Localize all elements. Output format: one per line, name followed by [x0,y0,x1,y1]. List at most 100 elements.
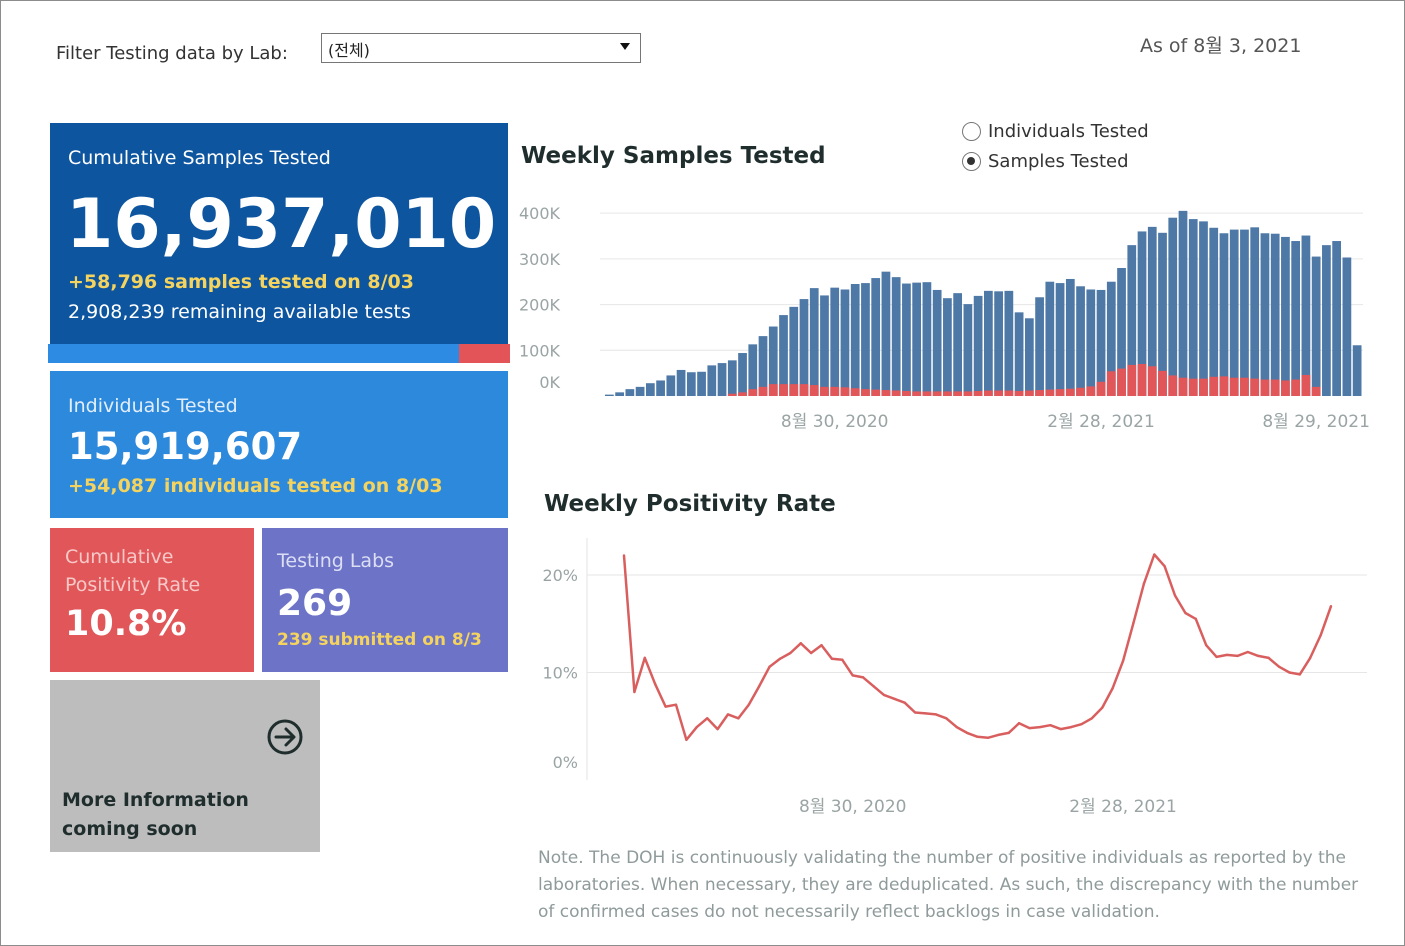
positivity-point[interactable] [789,651,792,655]
samples-bar[interactable] [953,293,963,396]
positive-bar[interactable] [1311,386,1321,396]
samples-bar[interactable] [943,298,952,396]
samples-bar[interactable] [779,315,788,396]
positivity-point[interactable] [1319,634,1322,637]
samples-bar[interactable] [1045,281,1055,396]
samples-bar[interactable] [1147,226,1157,396]
positive-bar[interactable] [727,393,737,396]
positivity-point[interactable] [934,713,938,716]
samples-bar[interactable] [984,290,993,396]
samples-bar[interactable] [645,383,655,396]
positivity-point[interactable] [830,657,834,661]
positive-bar[interactable] [1035,390,1044,396]
positive-bar[interactable] [768,384,778,396]
positivity-point[interactable] [1194,617,1198,621]
positivity-point[interactable] [1059,727,1062,731]
samples-bar[interactable] [830,287,840,396]
samples-bar[interactable] [727,360,737,396]
positivity-point[interactable] [1257,654,1260,658]
positivity-point[interactable] [1101,706,1104,709]
samples-bar[interactable] [1076,286,1085,396]
positivity-point[interactable] [1007,731,1010,735]
samples-bar[interactable] [758,336,768,396]
positive-bar[interactable] [891,390,901,396]
positivity-point[interactable] [622,554,626,557]
samples-bar[interactable] [902,283,911,396]
samples-bar[interactable] [717,363,727,396]
samples-bar[interactable] [963,304,973,396]
samples-bar[interactable] [1086,289,1096,396]
positive-bar[interactable] [1117,368,1126,396]
positive-bar[interactable] [932,391,942,396]
positivity-point[interactable] [997,733,1000,737]
positivity-point[interactable] [643,656,646,660]
positivity-point[interactable] [913,711,917,714]
positive-bar[interactable] [943,391,952,396]
samples-bar[interactable] [871,278,881,396]
positivity-point[interactable] [1069,725,1073,729]
positive-bar[interactable] [809,385,819,396]
radio-samples-tested[interactable]: Samples Tested [962,151,1129,172]
positive-bar[interactable] [1199,378,1208,396]
samples-bar[interactable] [1332,241,1342,396]
samples-bar[interactable] [1281,236,1290,396]
positivity-point[interactable] [768,665,771,668]
samples-bar[interactable] [932,289,942,396]
positivity-point[interactable] [809,651,813,655]
samples-bar[interactable] [1055,283,1065,396]
positivity-point[interactable] [705,717,709,720]
positivity-point[interactable] [1288,671,1291,674]
samples-bar[interactable] [748,344,758,396]
lab-filter-select[interactable]: (전체) [321,33,641,63]
positivity-point[interactable] [986,736,990,740]
positivity-point[interactable] [633,690,636,694]
positivity-point[interactable] [1111,686,1114,690]
positivity-point[interactable] [1017,722,1021,725]
samples-bar[interactable] [1178,210,1188,396]
positive-bar[interactable] [1147,366,1157,396]
positive-bar[interactable] [1188,378,1198,396]
samples-bar[interactable] [1322,245,1331,396]
positivity-point[interactable] [851,674,854,677]
positive-bar[interactable] [1250,378,1260,396]
positivity-point[interactable] [955,725,958,729]
positive-bar[interactable] [1096,381,1106,396]
positivity-point[interactable] [1049,723,1052,727]
positive-bar[interactable] [1076,387,1085,396]
samples-bar[interactable] [912,282,922,396]
positivity-point[interactable] [903,701,906,704]
positive-bar[interactable] [1106,371,1116,396]
samples-bar[interactable] [738,353,747,396]
samples-bar[interactable] [615,392,624,396]
positivity-point[interactable] [653,683,657,686]
positivity-point[interactable] [1225,653,1229,657]
samples-bar[interactable] [666,375,676,396]
samples-bar[interactable] [707,365,717,396]
positivity-point[interactable] [872,684,875,688]
samples-bar[interactable] [656,380,665,396]
radio-individuals-tested[interactable]: Individuals Tested [962,121,1149,142]
positivity-point[interactable] [726,713,730,716]
positive-bar[interactable] [779,384,788,396]
positivity-point[interactable] [1142,582,1146,585]
positivity-point[interactable] [945,717,948,720]
samples-bar[interactable] [1219,233,1229,396]
samples-bar[interactable] [1127,245,1137,396]
positivity-point[interactable] [1163,565,1166,568]
positive-bar[interactable] [1209,376,1219,396]
positivity-point[interactable] [716,727,719,731]
samples-bar[interactable] [1199,221,1208,396]
positive-bar[interactable] [1281,380,1290,396]
positive-bar[interactable] [984,390,993,396]
samples-bar[interactable] [1158,232,1167,396]
samples-bar[interactable] [840,289,850,396]
positivity-line[interactable] [622,553,1333,742]
samples-bar[interactable] [1117,268,1126,396]
positivity-point[interactable] [976,735,979,739]
positivity-point[interactable] [695,725,698,729]
positivity-point[interactable] [674,703,678,706]
positive-bar[interactable] [922,391,932,396]
positive-bar[interactable] [871,389,881,396]
samples-bar[interactable] [1065,278,1075,396]
positivity-point[interactable] [1184,611,1187,615]
